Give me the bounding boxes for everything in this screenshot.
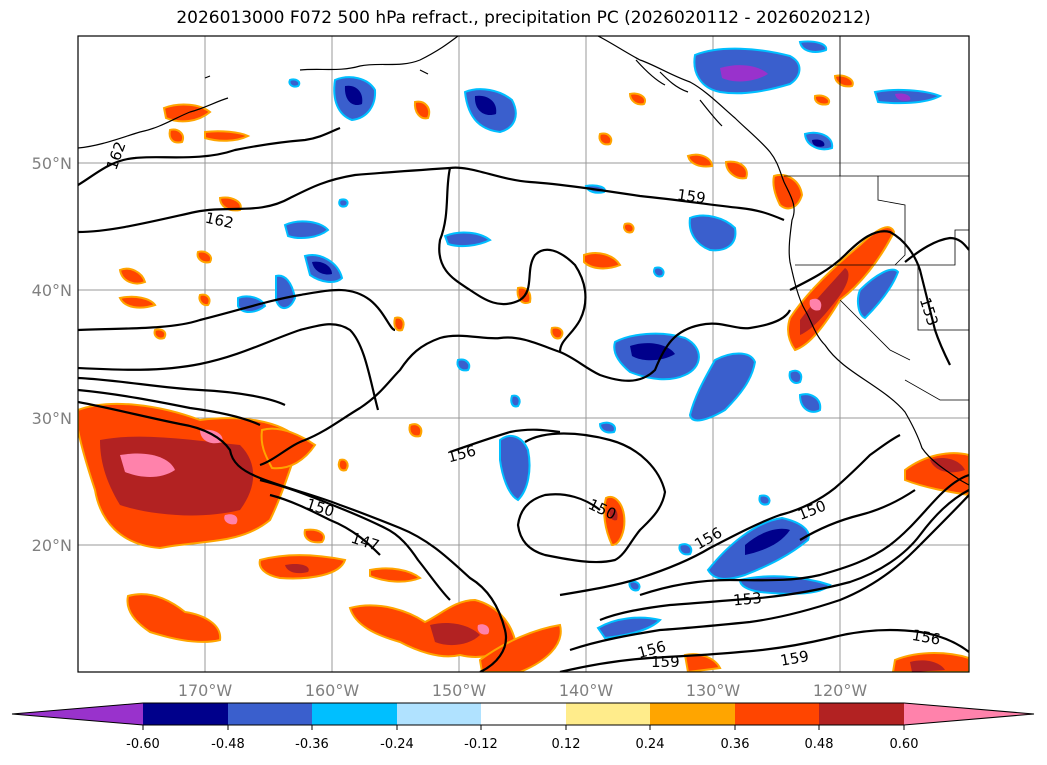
colorbar-segment bbox=[397, 703, 481, 725]
lat-label: 40°N bbox=[32, 281, 72, 300]
colorbar-label: -0.60 bbox=[126, 737, 160, 752]
colorbar-label: 0.24 bbox=[636, 737, 665, 752]
colorbar-ticks bbox=[142, 725, 905, 730]
colorbar-extend-min bbox=[12, 703, 143, 725]
lon-label: 130°W bbox=[686, 681, 741, 700]
lon-label: 140°W bbox=[559, 681, 614, 700]
colorbar-extend-max bbox=[904, 703, 1034, 725]
map-frame bbox=[77, 35, 970, 673]
colorbar-segment bbox=[650, 703, 735, 725]
colorbar-segment bbox=[312, 703, 397, 725]
contour-label: 159 bbox=[651, 653, 680, 671]
colorbar-label: -0.36 bbox=[295, 737, 329, 752]
colorbar-label: 0.60 bbox=[890, 737, 919, 752]
lat-label: 20°N bbox=[32, 536, 72, 555]
colorbar-label: -0.12 bbox=[464, 737, 498, 752]
colorbar-segment bbox=[143, 703, 228, 725]
lon-label: 120°W bbox=[813, 681, 868, 700]
borders bbox=[784, 36, 969, 401]
coastlines bbox=[78, 36, 969, 486]
lon-label: 150°W bbox=[432, 681, 487, 700]
contour-label: 156 bbox=[911, 626, 942, 649]
colorbar: -0.60 -0.48 -0.36 -0.24 -0.12 0.12 0.24 … bbox=[11, 702, 1035, 752]
positive-anomaly-patches bbox=[78, 74, 969, 672]
colorbar-label: 0.48 bbox=[805, 737, 834, 752]
colorbar-label: -0.48 bbox=[211, 737, 245, 752]
latitude-labels: 50°N 40°N 30°N 20°N bbox=[32, 154, 72, 555]
contour-label: 159 bbox=[779, 647, 810, 670]
lat-label: 50°N bbox=[32, 154, 72, 173]
colorbar-segment bbox=[566, 703, 650, 725]
longitude-labels: 170°W 160°W 150°W 140°W 130°W 120°W bbox=[178, 681, 868, 700]
colorbar-tick-labels: -0.60 -0.48 -0.36 -0.24 -0.12 0.12 0.24 … bbox=[126, 737, 918, 752]
colorbar-segment bbox=[228, 703, 312, 725]
colorbar-label: 0.36 bbox=[721, 737, 750, 752]
colorbar-segment bbox=[819, 703, 904, 725]
contour-label: 159 bbox=[676, 186, 707, 208]
colorbar-label: 0.12 bbox=[552, 737, 581, 752]
lon-label: 160°W bbox=[305, 681, 360, 700]
map-content: 162 162 159 159 159 156 156 156 156 153 … bbox=[78, 36, 969, 672]
contour-label: 162 bbox=[204, 209, 236, 233]
lon-label: 170°W bbox=[178, 681, 233, 700]
map-title: 2026013000 F072 500 hPa refract., precip… bbox=[176, 8, 871, 28]
colorbar-segment bbox=[481, 703, 566, 725]
colorbar-label: -0.24 bbox=[380, 737, 414, 752]
height-contours bbox=[78, 126, 969, 672]
contour-label: 153 bbox=[732, 589, 762, 609]
negative-anomaly-patches bbox=[237, 40, 943, 640]
lat-label: 30°N bbox=[32, 409, 72, 428]
colorbar-segment bbox=[735, 703, 819, 725]
